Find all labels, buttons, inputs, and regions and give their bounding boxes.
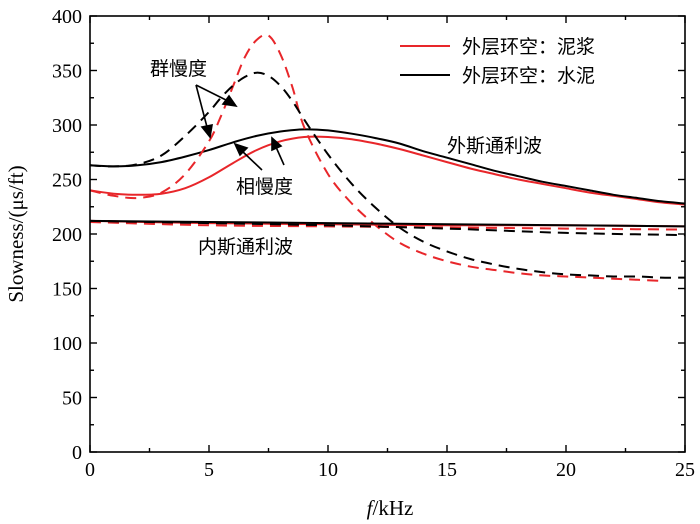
phase-arrow-1-line bbox=[241, 150, 263, 171]
annotation-arrows bbox=[195, 84, 285, 171]
group-arrow-2-head bbox=[200, 123, 213, 139]
y-tick-label: 250 bbox=[52, 170, 82, 192]
phase-arrow-2-head bbox=[271, 136, 283, 152]
legend: 外层环空：泥浆 外层环空：水泥 bbox=[400, 36, 595, 87]
series-line-0 bbox=[89, 135, 686, 206]
y-tick-label: 150 bbox=[52, 279, 82, 301]
y-tick-label: 300 bbox=[52, 115, 82, 137]
group-arrow-1-line bbox=[195, 84, 229, 102]
outer-stoneley-label: 外斯通利波 bbox=[447, 135, 542, 157]
x-tick-label: 5 bbox=[204, 459, 214, 481]
x-tick-label: 25 bbox=[675, 459, 695, 481]
series-line-1 bbox=[89, 128, 686, 205]
x-axis-title-var: f bbox=[367, 496, 376, 520]
y-tick-label: 50 bbox=[62, 388, 82, 410]
series-layer bbox=[89, 33, 686, 282]
phase-arrow-2-line bbox=[275, 146, 285, 166]
x-axis-title: f/kHz bbox=[367, 496, 414, 520]
y-tick-label: 200 bbox=[52, 224, 82, 246]
y-tick-label: 400 bbox=[52, 6, 82, 28]
y-axis-title: Slowness/(μs/ft) bbox=[4, 165, 28, 302]
x-tick-label: 15 bbox=[437, 459, 457, 481]
x-axis-title-unit: /kHz bbox=[373, 496, 414, 520]
group-arrow-2-line bbox=[195, 84, 208, 128]
series-line-5 bbox=[89, 219, 686, 228]
x-tick-label: 10 bbox=[318, 459, 338, 481]
series-line-7 bbox=[89, 219, 686, 237]
phase-arrow-1-head bbox=[233, 142, 249, 157]
series-line-2 bbox=[89, 33, 662, 282]
y-tick-label: 100 bbox=[52, 333, 82, 355]
y-tick-label: 0 bbox=[72, 442, 82, 464]
x-tick-label: 20 bbox=[556, 459, 576, 481]
x-tick-label: 0 bbox=[85, 459, 95, 481]
y-tick-label: 350 bbox=[52, 61, 82, 83]
group-slowness-label: 群慢度 bbox=[150, 58, 207, 80]
inner-stoneley-label: 内斯通利波 bbox=[198, 236, 293, 258]
legend-label-mud: 外层环空：泥浆 bbox=[462, 36, 595, 58]
group-arrow-1-head bbox=[221, 94, 238, 108]
series-line-3 bbox=[89, 71, 686, 279]
phase-slowness-label: 相慢度 bbox=[236, 176, 293, 198]
legend-label-cement: 外层环空：水泥 bbox=[462, 65, 595, 87]
